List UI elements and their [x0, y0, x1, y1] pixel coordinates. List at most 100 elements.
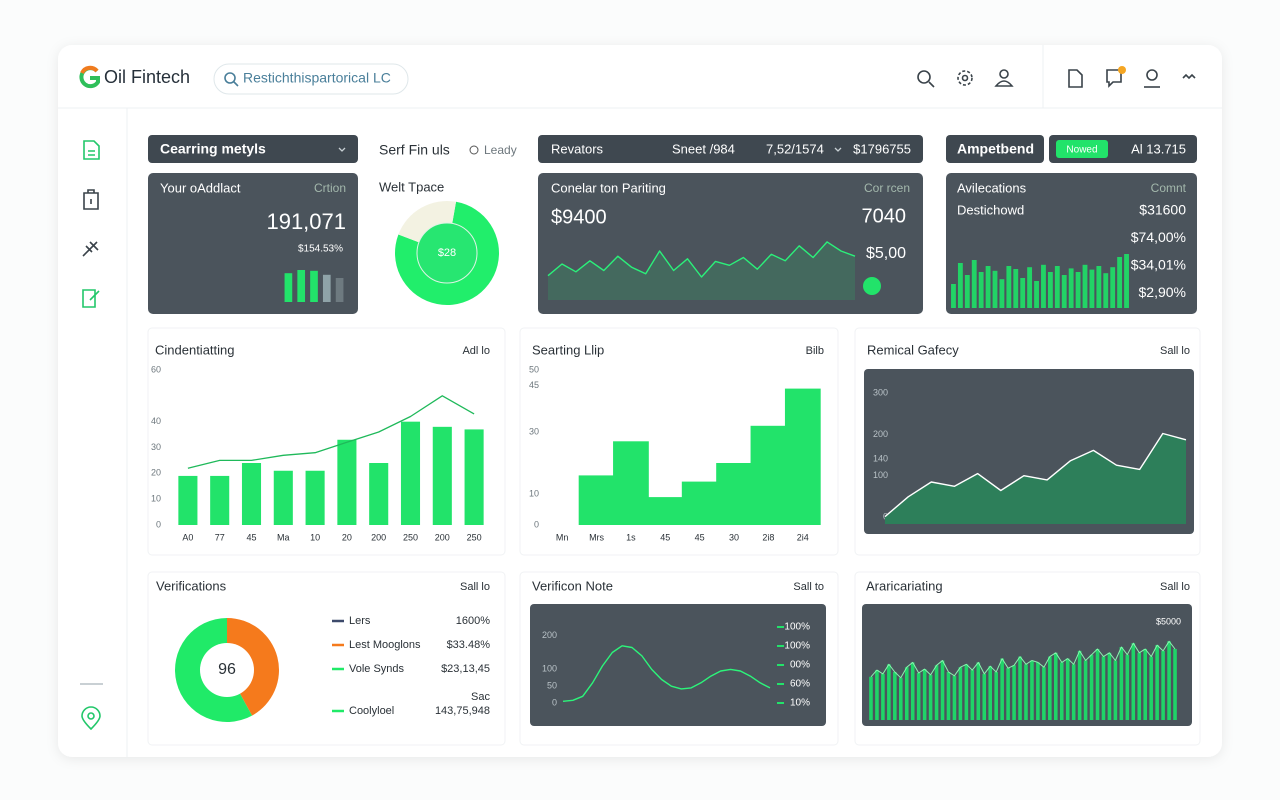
header-account[interactable]: [1144, 69, 1160, 88]
bar: [1036, 662, 1040, 720]
label: Welt Tpace: [379, 179, 444, 194]
bar: [985, 266, 991, 308]
x-tick-label: 10: [310, 532, 320, 542]
x-tick-label: 200: [435, 532, 450, 542]
card-tag: Cor rcen: [864, 181, 910, 195]
dropdown-label: Cearring metyls: [160, 141, 266, 157]
scale-label: 100%: [784, 641, 810, 652]
trend-line: [547, 241, 856, 278]
header-activity[interactable]: [1182, 73, 1196, 80]
search-box[interactable]: [213, 63, 409, 95]
pill-label: Nowed: [1066, 145, 1097, 156]
bar: [613, 441, 649, 525]
bar: [305, 470, 325, 525]
area-line: [884, 432, 1187, 518]
bar: [1119, 647, 1124, 720]
nav-tools[interactable]: [82, 241, 99, 257]
mini-bar: [322, 274, 331, 302]
header-messages[interactable]: [1106, 66, 1126, 88]
bar: [922, 669, 927, 720]
header-search[interactable]: [917, 70, 935, 88]
y-tick-label: 20: [151, 468, 161, 478]
bar: [952, 675, 957, 720]
chart-title: Cindentiatting: [155, 342, 235, 357]
logo[interactable]: [79, 65, 100, 89]
bar: [1047, 272, 1053, 308]
bar: [1042, 667, 1046, 720]
status-dot: [863, 277, 881, 295]
y-tick-label: 140: [873, 454, 888, 464]
curve: [562, 645, 771, 702]
icon: [88, 150, 95, 156]
bar-title: Ampetbend: [957, 141, 1034, 157]
card-title: Conelar ton Pariting: [551, 180, 666, 195]
bar: [940, 660, 945, 720]
header-bar: [946, 135, 1044, 163]
chart-action: Sall lo: [460, 581, 490, 593]
bar: [1034, 281, 1039, 308]
bar: [1125, 654, 1130, 720]
x-tick-label: 1s: [626, 532, 636, 542]
bar: [988, 666, 992, 720]
x-tick-label: 2i8: [762, 532, 774, 542]
y-tick-label: 50: [547, 681, 557, 691]
y-tick-label: 0: [156, 519, 161, 529]
card-sub: $154.53%: [298, 244, 343, 255]
card: [148, 173, 358, 314]
bar: [978, 272, 984, 308]
x-tick-label: 2i4: [797, 532, 809, 542]
x-tick-label: A0: [182, 532, 193, 542]
x-tick-label: 45: [246, 532, 256, 542]
legend-value: $33.48%: [447, 639, 491, 651]
bar-top-line: [870, 640, 1176, 679]
nav-wallet[interactable]: [83, 189, 99, 210]
bar: [1137, 652, 1142, 720]
x-tick-label: 20: [342, 532, 352, 542]
y-tick-label: 45: [529, 380, 539, 390]
bar: [681, 481, 718, 525]
donut-center: 96: [218, 661, 236, 678]
bar: [964, 664, 969, 720]
dropdown[interactable]: [148, 135, 358, 163]
nav-edit[interactable]: [82, 289, 100, 308]
donut-hole: [200, 643, 254, 697]
panel: [147, 327, 506, 556]
chart-note: $5000: [1156, 616, 1181, 626]
bar: [869, 676, 873, 720]
bar: [1173, 648, 1177, 720]
x-tick-label: 45: [695, 532, 705, 542]
y-tick-label: 100: [542, 664, 557, 674]
bar: [1065, 658, 1070, 720]
icon: [928, 81, 935, 88]
header-profile[interactable]: [994, 69, 1014, 87]
bar: [992, 270, 998, 308]
bar-text: Al 13.715: [1131, 141, 1186, 156]
chart-title: Verifications: [156, 578, 227, 593]
bar: [1068, 268, 1074, 308]
legend-name: Vole Synds: [349, 663, 405, 675]
trend-line: [187, 395, 475, 469]
icon: [89, 290, 100, 301]
bar: [1012, 665, 1016, 720]
bar: [464, 429, 484, 525]
bar: [1054, 266, 1060, 308]
filter: Leady: [484, 143, 517, 157]
bar: [1000, 658, 1004, 720]
header-settings[interactable]: [957, 70, 973, 86]
bar: [934, 665, 939, 720]
bar: [982, 673, 987, 720]
bar: [784, 388, 821, 525]
chart-title: Araricariating: [866, 578, 943, 593]
bar: [1110, 267, 1116, 308]
bar: [994, 672, 998, 720]
mini-bar: [310, 270, 318, 302]
bar: [1020, 278, 1026, 308]
nav-reports[interactable]: [83, 140, 100, 160]
nav-location[interactable]: [81, 706, 101, 731]
status-pill: [1056, 140, 1108, 158]
header-document[interactable]: [1068, 69, 1083, 88]
bar: [958, 667, 963, 720]
bar: [1041, 264, 1046, 308]
panel: [519, 571, 839, 746]
area: [885, 433, 1186, 524]
